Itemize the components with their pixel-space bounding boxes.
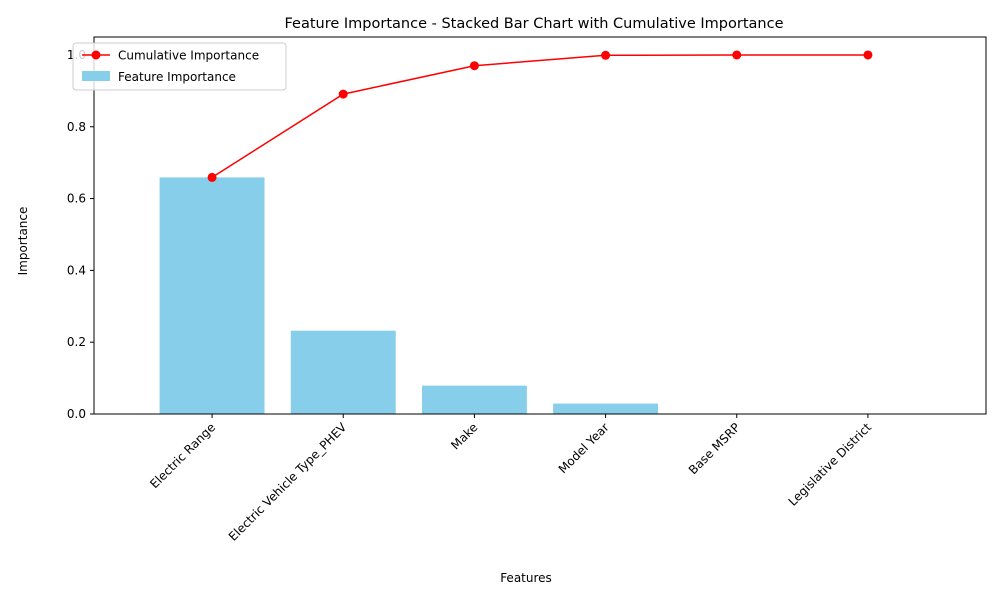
cumulative-point-3 [601,50,611,60]
legend-bar-swatch [82,71,110,81]
bar-0 [159,177,265,414]
y-tick-label-4: 0.8 [67,120,86,134]
y-tick-label-3: 0.6 [67,192,86,206]
legend-label-cumulative: Cumulative Importance [118,49,259,63]
legend-line-marker [91,50,101,60]
bar-2 [421,385,527,414]
legend-box [72,42,287,91]
line-layer [207,50,873,182]
bar-3 [553,403,659,414]
cumulative-point-4 [732,50,742,60]
plot-frame [93,36,987,415]
y-tick-label-1: 0.2 [67,335,86,349]
cumulative-point-1 [338,89,348,99]
x-axis-title: Features [500,571,552,585]
cumulative-point-5 [863,50,873,60]
y-tick-label-0: 0.0 [67,407,86,421]
legend-label-feature: Feature Importance [118,70,236,84]
cumulative-line [211,54,868,179]
y-tick-label-2: 0.4 [67,263,86,277]
y-axis-title: Importance [16,207,30,276]
bar-1 [290,330,396,414]
legend: Cumulative Importance Feature Importance [72,42,287,91]
cumulative-point-2 [469,61,479,71]
chart-title: Feature Importance - Stacked Bar Chart w… [285,16,784,32]
cumulative-point-0 [207,172,217,182]
